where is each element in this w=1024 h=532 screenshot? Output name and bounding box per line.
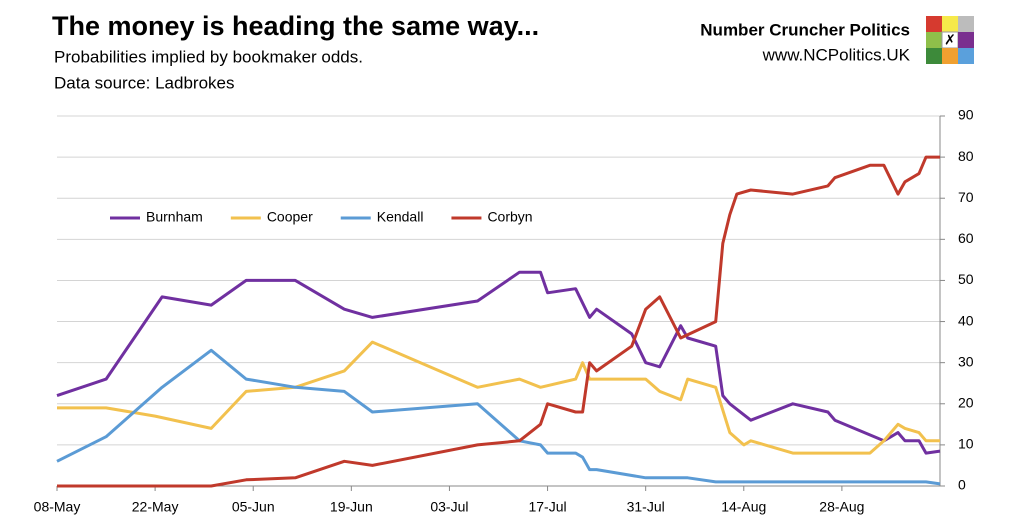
brand-url: www.NCPolitics.UK	[762, 45, 911, 64]
series-line	[56, 270, 941, 455]
legend-label: Cooper	[267, 209, 313, 225]
x-tick-label: 19-Jun	[330, 499, 373, 515]
x-tick-label: 14-Aug	[721, 499, 766, 515]
y-tick-label: 30	[958, 353, 974, 369]
y-tick-label: 70	[958, 189, 974, 205]
x-tick-label: 31-Jul	[627, 499, 665, 515]
brand-name: Number Cruncher Politics	[700, 20, 910, 39]
series-line	[57, 340, 940, 455]
series-line	[57, 155, 940, 488]
svg-text:✗: ✗	[944, 32, 956, 48]
y-tick-label: 40	[958, 312, 974, 328]
x-tick-label: 28-Aug	[819, 499, 864, 515]
legend-label: Kendall	[377, 209, 424, 225]
chart-source: Data source: Ladbrokes	[54, 73, 235, 92]
x-tick-label: 05-Jun	[232, 499, 275, 515]
chart-subtitle: Probabilities implied by bookmaker odds.	[54, 47, 363, 66]
x-tick-label: 03-Jul	[430, 499, 468, 515]
chart-title: The money is heading the same way...	[52, 11, 539, 41]
y-tick-label: 10	[958, 436, 974, 452]
legend-label: Burnham	[146, 209, 203, 225]
x-tick-label: 17-Jul	[528, 499, 566, 515]
y-tick-label: 50	[958, 271, 974, 287]
brand-logo: ✗	[926, 16, 974, 64]
x-tick-label: 08-May	[34, 499, 81, 515]
y-tick-label: 60	[958, 230, 974, 246]
y-tick-label: 20	[958, 394, 974, 410]
y-tick-label: 90	[958, 107, 974, 123]
series-line	[56, 348, 941, 486]
y-tick-label: 0	[958, 477, 966, 493]
legend-label: Corbyn	[487, 209, 532, 225]
y-tick-label: 80	[958, 148, 974, 164]
x-tick-label: 22-May	[132, 499, 179, 515]
